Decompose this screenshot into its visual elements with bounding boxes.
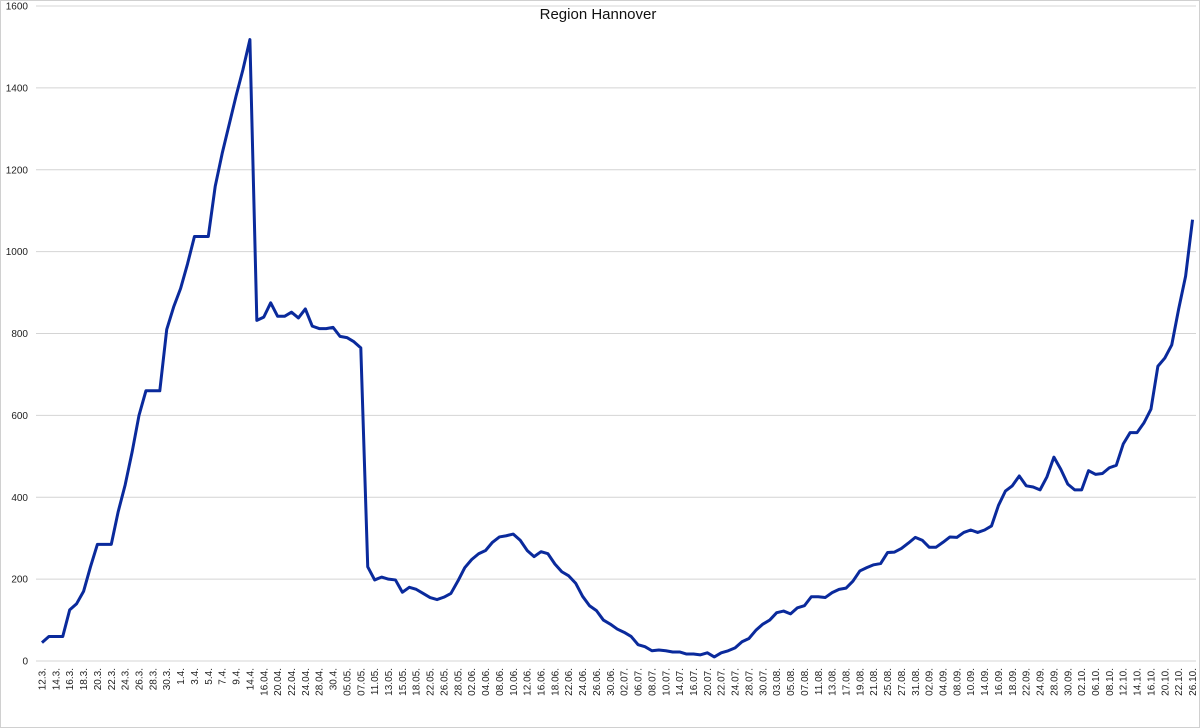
x-tick-label: 16.04. [259,668,270,696]
data-line [40,38,1195,659]
x-tick-label: 10.07. [661,668,672,696]
x-tick-label: 24.09. [1036,668,1047,696]
x-tick-label: 25.08. [883,668,894,696]
x-tick-label: 18.09. [1008,668,1019,696]
x-tick-label: 22.06. [564,668,575,696]
x-tick-label: 30.09. [1063,668,1074,696]
x-tick-label: 14.4. [245,668,256,690]
x-tick-label: 20.04. [273,668,284,696]
x-tick-label: 15.05. [398,668,409,696]
x-tick-label: 24.04. [301,668,312,696]
x-tick-label: 04.09. [939,668,950,696]
x-tick-label: 13.05. [384,668,395,696]
x-tick-label: 11.08. [814,668,825,695]
x-tick-label: 7.4. [218,668,229,685]
x-tick-label: 19.08. [855,668,866,696]
x-tick-label: 5.4. [204,668,215,685]
x-tick-label: 22.10. [1174,668,1185,696]
x-tick-label: 28.07. [744,668,755,696]
y-tick-label: 1600 [6,2,29,13]
x-tick-label: 10.09. [966,668,977,696]
x-tick-label: 11.05. [370,668,381,695]
x-tick-label: 21.08. [869,668,880,696]
y-tick-label: 600 [11,411,28,422]
x-tick-label: 22.09. [1022,668,1033,696]
y-tick-label: 1000 [6,247,29,258]
x-tick-label: 10.06. [509,668,520,696]
x-tick-label: 16.09. [994,668,1005,696]
x-tick-label: 02.07. [620,668,631,696]
x-tick-label: 1.4. [176,668,187,685]
x-tick-label: 30.3. [162,668,173,690]
x-tick-label: 3.4. [190,668,201,685]
x-tick-label: 18.06. [550,668,561,696]
x-tick-label: 28.05. [453,668,464,696]
x-tick-label: 07.08. [800,668,811,696]
x-tick-label: 13.08. [828,668,839,696]
x-tick-label: 16.07. [689,668,700,696]
x-tick-label: 12.10. [1119,668,1130,696]
x-tick-label: 24.3. [121,668,132,690]
x-tick-label: 05.05. [342,668,353,696]
x-tick-label: 24.07. [731,668,742,696]
x-tick-label: 26.06. [592,668,603,696]
x-tick-label: 28.04. [315,668,326,696]
x-tick-label: 12.3. [37,668,48,690]
x-tick-label: 05.08. [786,668,797,696]
x-tick-label: 16.06. [537,668,548,696]
x-tick-label: 30.4. [329,668,340,690]
x-tick-label: 18.3. [79,668,90,690]
x-tick-label: 16.3. [65,668,76,690]
x-tick-label: 22.04. [287,668,298,696]
x-tick-label: 24.06. [578,668,589,696]
x-tick-label: 20.07. [703,668,714,696]
x-tick-label: 28.3. [148,668,159,690]
y-tick-label: 200 [11,575,28,586]
x-tick-label: 20.3. [93,668,104,690]
x-tick-label: 22.3. [107,668,118,690]
x-tick-label: 14.07. [675,668,686,696]
y-tick-label: 1200 [6,165,29,176]
x-tick-label: 12.06. [523,668,534,696]
x-tick-label: 06.10. [1091,668,1102,696]
x-tick-label: 07.05. [356,668,367,696]
x-tick-label: 08.09. [952,668,963,696]
x-tick-label: 08.07. [647,668,658,696]
x-tick-label: 27.08. [897,668,908,696]
x-tick-label: 30.06. [606,668,617,696]
x-tick-label: 02.09. [925,668,936,696]
x-tick-label: 08.10. [1105,668,1116,696]
x-tick-label: 08.06. [495,668,506,696]
x-tick-label: 30.07. [758,668,769,696]
x-tick-label: 22.05. [426,668,437,696]
x-tick-label: 26.05. [439,668,450,696]
x-tick-label: 06.07. [634,668,645,696]
x-tick-label: 28.09. [1049,668,1060,696]
x-tick-label: 18.05. [412,668,423,696]
x-tick-label: 16.10. [1146,668,1157,696]
x-tick-label: 9.4. [232,668,243,685]
x-tick-label: 02.06. [467,668,478,696]
x-tick-label: 14.10. [1133,668,1144,696]
y-tick-label: 800 [11,329,28,340]
x-tick-label: 26.3. [135,668,146,690]
x-tick-label: 26.10. [1188,668,1199,696]
x-tick-label: 20.10. [1160,668,1171,696]
x-tick-label: 04.06. [481,668,492,696]
y-tick-label: 400 [11,493,28,504]
y-tick-label: 0 [22,657,28,668]
x-tick-label: 17.08. [841,668,852,696]
x-tick-label: 31.08. [911,668,922,696]
x-tick-label: 22.07. [717,668,728,696]
x-tick-label: 14.09. [980,668,991,696]
chart-title: Region Hannover [540,6,657,23]
x-tick-label: 14.3. [51,668,62,690]
x-tick-label: 03.08. [772,668,783,696]
y-tick-label: 1400 [6,83,29,94]
x-tick-label: 02.10. [1077,668,1088,696]
